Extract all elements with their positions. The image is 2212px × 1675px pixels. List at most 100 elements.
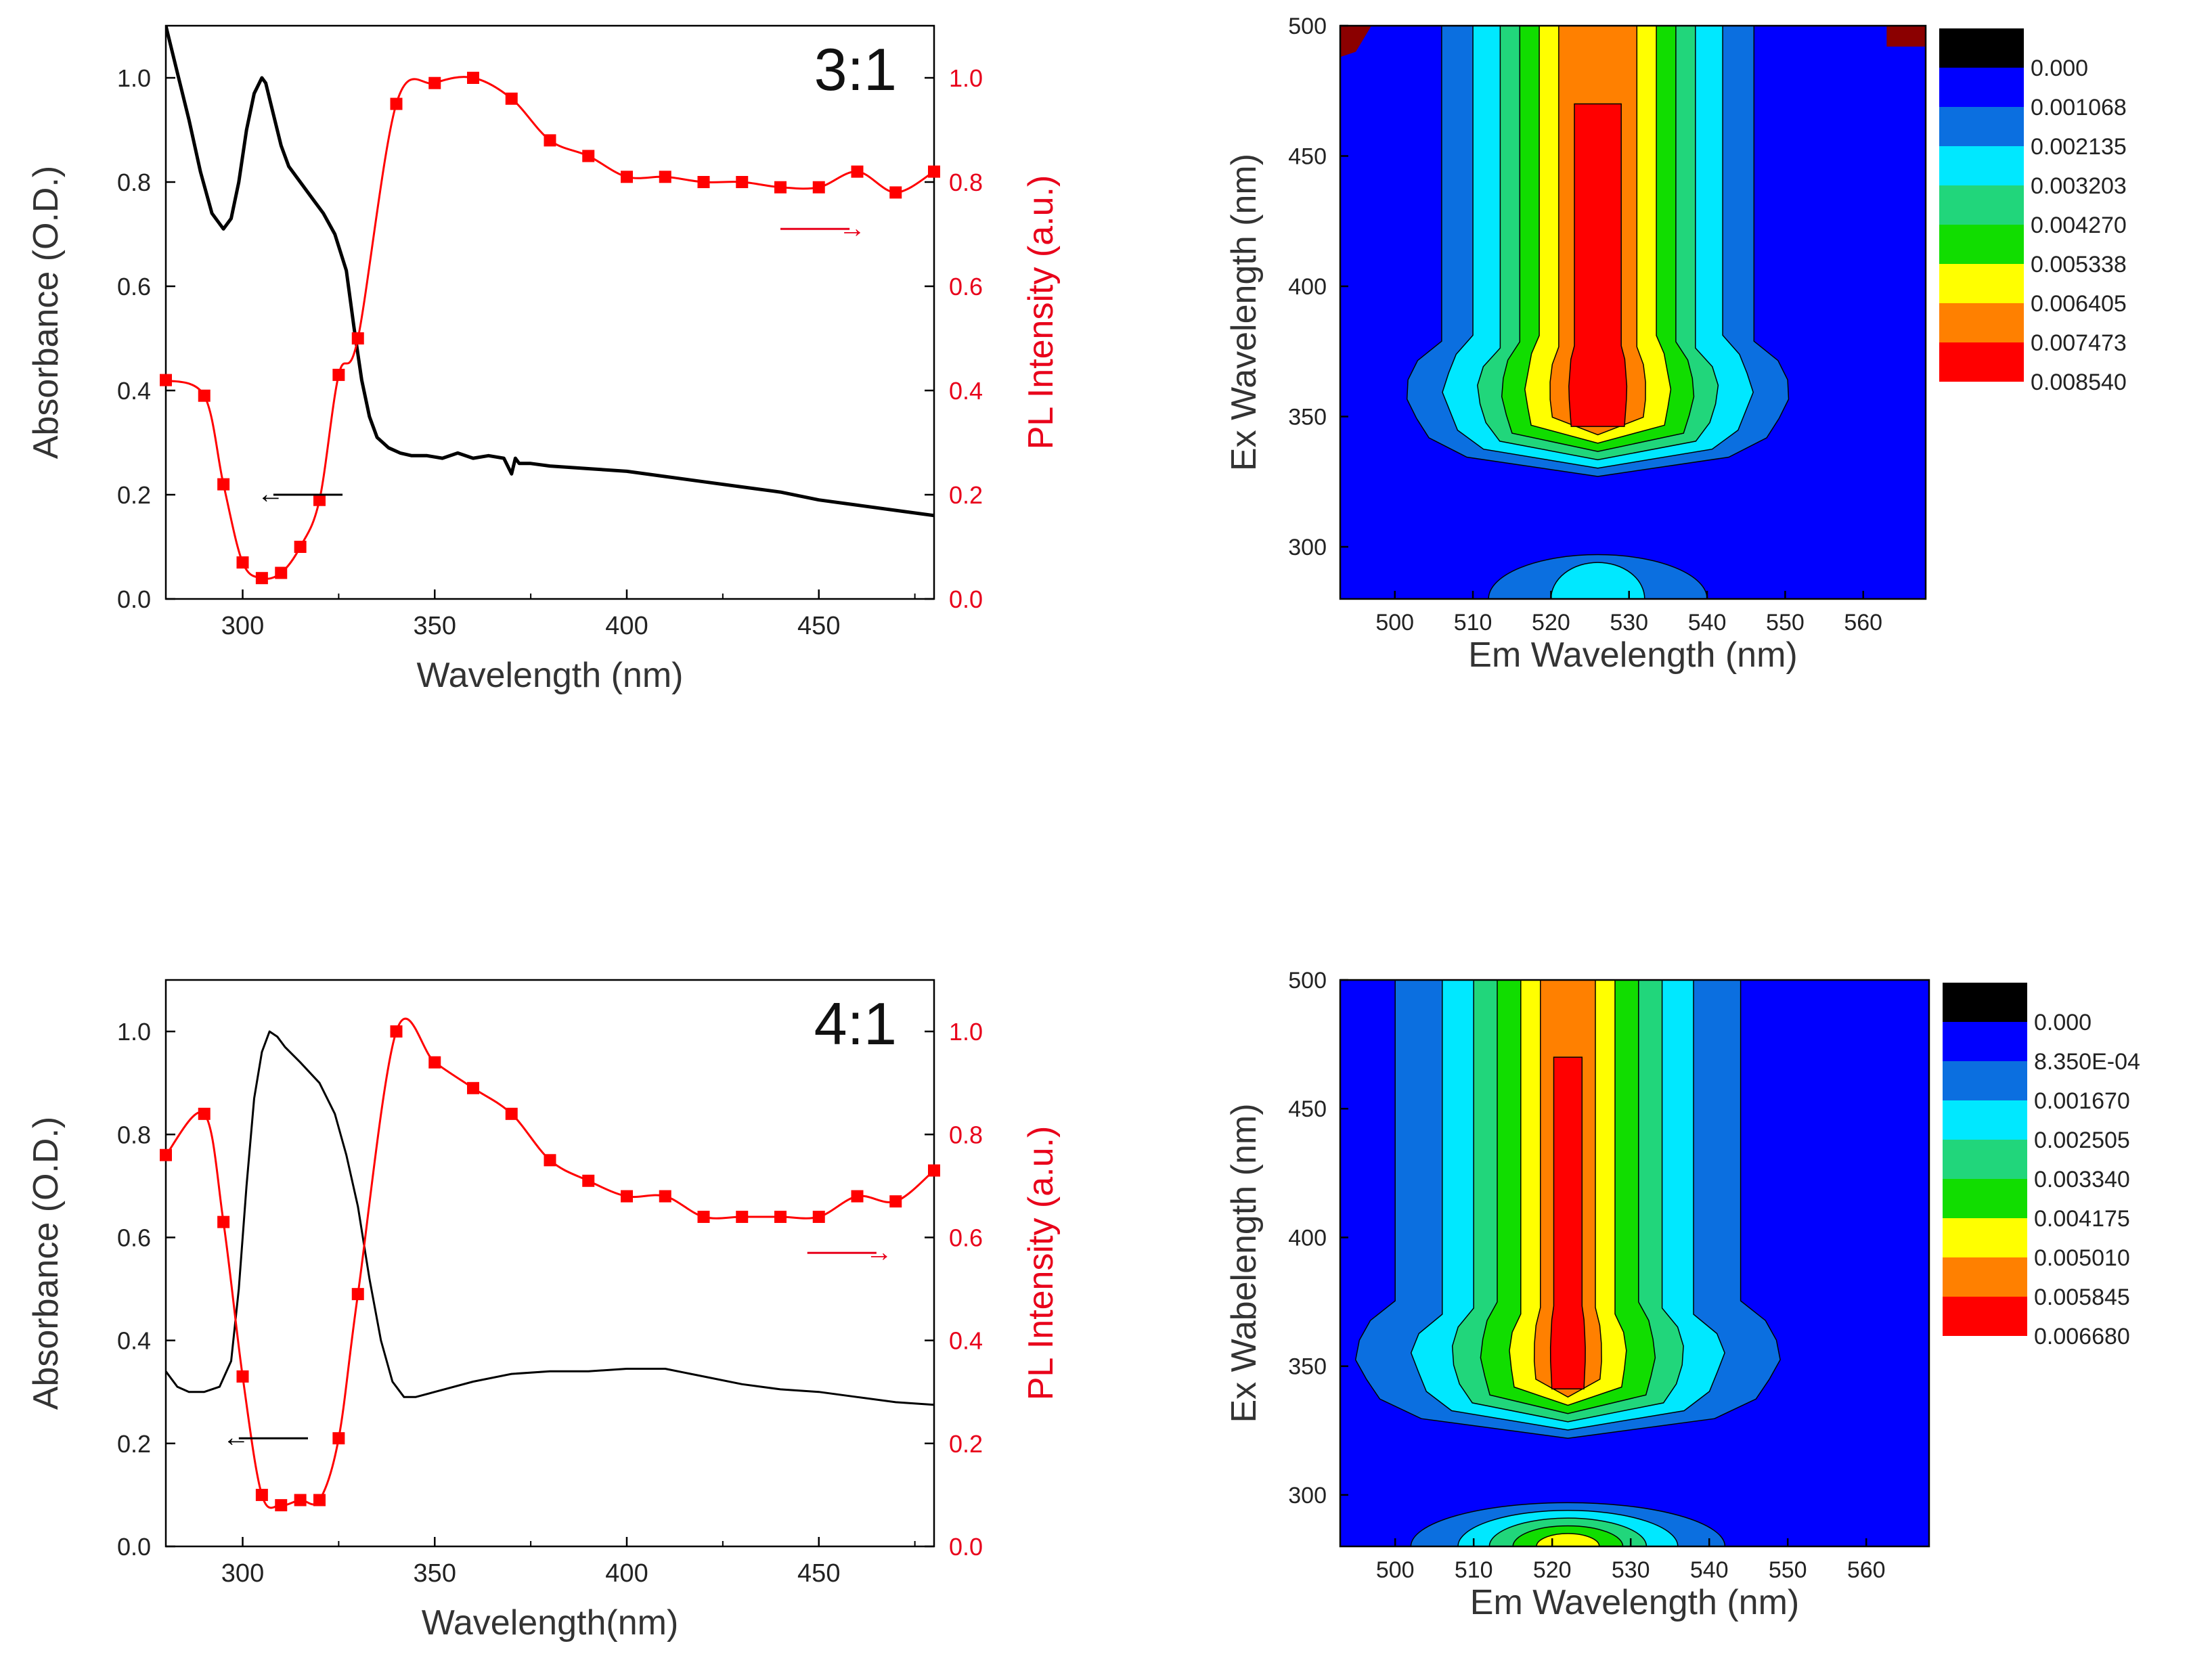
plot-frame [1339, 979, 1930, 1548]
y2-tick-label: 0.0 [949, 585, 983, 613]
pl-data-point [313, 493, 326, 506]
x-tick-label: 450 [797, 1559, 840, 1588]
pl-data-point [505, 1107, 518, 1120]
pl-data-point [390, 97, 403, 110]
pl-data-point [217, 478, 230, 491]
pl-data-point [889, 1195, 902, 1208]
legend-level-label: 0.001670 [2034, 1088, 2130, 1114]
y-axis-label: Absorbance (O.D.) [26, 166, 66, 460]
pl-data-point [736, 176, 749, 188]
pl-data-point [544, 134, 556, 147]
y-axis-label: Absorbance (O.D.) [26, 1117, 66, 1410]
pl-data-point [390, 1025, 403, 1038]
pl-data-point [774, 181, 787, 194]
pl-data-point [621, 1190, 633, 1203]
y-tick-label: 450 [1288, 144, 1327, 170]
pl-data-point [275, 1499, 288, 1512]
chart-absorbance-pl-4to1: 300 350 400 450 0.0 0.2 0.4 0.6 0.8 1.0 0.0 0.2 0.4 0… [26, 979, 1061, 1643]
y-tick-label: 0.0 [117, 585, 151, 613]
pl-data-point [198, 1107, 211, 1120]
pl-data-point [928, 1164, 940, 1177]
x-tick-label: 530 [1610, 610, 1648, 635]
legend-level-label: 8.350E-04 [2034, 1049, 2140, 1075]
axis-arrow-right-head: → [866, 1237, 893, 1267]
legend-swatch [1943, 1022, 2027, 1061]
legend-level-label: 0.000 [2031, 55, 2088, 81]
y2-tick-label: 0.2 [949, 481, 983, 509]
x-tick-label: 300 [221, 1559, 264, 1588]
legend-swatch [1943, 983, 2027, 1022]
y-tick-label: 1.0 [117, 1018, 151, 1046]
y2-tick-label: 0.0 [949, 1533, 983, 1561]
legend-level-label: 0.007473 [2031, 330, 2127, 356]
axis-arrow-left-head: ← [257, 479, 284, 509]
pl-data-point [697, 1211, 710, 1224]
legend-level-label: 0.004175 [2034, 1206, 2130, 1232]
pl-data-point [294, 1494, 307, 1506]
series-pl-line [166, 1017, 934, 1509]
legend-level-label: 0.005845 [2034, 1285, 2130, 1310]
legend-level-label: 0.000 [2034, 1010, 2092, 1035]
x-tick-label: 560 [1844, 610, 1882, 635]
y-tick-label: 0.8 [117, 169, 151, 196]
corner-patch [1886, 26, 1926, 47]
plot-frame [164, 979, 935, 1548]
y-tick-label: 500 [1288, 14, 1327, 39]
x-tick-label: 450 [797, 612, 840, 640]
y-tick-label: 300 [1288, 1483, 1327, 1509]
legend-swatch [1943, 1218, 2027, 1257]
y2-tick-label: 0.8 [949, 169, 983, 196]
y-tick-label: 400 [1288, 1225, 1327, 1251]
legend-swatch [1943, 1061, 2027, 1100]
x-tick-label: 350 [414, 1559, 456, 1588]
y-tick-label: 350 [1288, 1354, 1327, 1380]
pl-data-point [621, 171, 633, 183]
pl-data-point [812, 1211, 825, 1224]
x-tick-label: 500 [1376, 1557, 1415, 1583]
pl-data-point [160, 1148, 172, 1161]
y-tick-label: 300 [1288, 535, 1327, 560]
contour-legend: 0.000 0.001068 0.002135 0.003203 0.004270 0.0… [1939, 28, 2127, 395]
legend-swatch [1943, 1179, 2027, 1218]
x-tick-label: 300 [221, 612, 264, 640]
x-tick-label: 520 [1532, 610, 1570, 635]
x-axis-label: Em Wavelength (nm) [1470, 1583, 1799, 1622]
pl-data-point [697, 176, 710, 188]
series-absorbance-line [166, 26, 934, 518]
pl-data-point [851, 165, 864, 178]
pl-data-point [774, 1211, 787, 1224]
pl-data-point [851, 1190, 864, 1203]
pl-data-point [294, 541, 307, 553]
y-tick-label: 450 [1288, 1096, 1327, 1122]
pl-data-point [351, 332, 364, 344]
y2-tick-label: 1.0 [949, 64, 983, 92]
chart-contour-3to1: 500 510 520 530 540 550 560 300 350 400 450 500 Em W… [1224, 14, 2127, 675]
y-tick-label: 0.2 [117, 1430, 151, 1458]
pl-data-point [812, 181, 825, 194]
y-tick-label: 350 [1288, 405, 1327, 430]
legend-swatch [1939, 264, 2024, 303]
y2-tick-label: 0.8 [949, 1121, 983, 1148]
pl-data-point [236, 556, 249, 569]
pl-data-point [255, 572, 268, 585]
pl-data-point [332, 1432, 345, 1445]
x-axis-label: Wavelength (nm) [417, 656, 684, 695]
y-tick-label: 0.6 [117, 273, 151, 300]
legend-level-label: 0.004270 [2031, 213, 2127, 238]
panel-label: 4:1 [814, 990, 897, 1057]
x-tick-label: 510 [1455, 1557, 1493, 1583]
y2-axis-label: PL Intensity (a.u.) [1021, 175, 1061, 450]
x-tick-label: 530 [1612, 1557, 1650, 1583]
y-tick-label: 0.0 [117, 1533, 151, 1561]
y2-tick-label: 0.6 [949, 273, 983, 300]
pl-data-point [275, 566, 288, 579]
pl-data-point [659, 171, 671, 183]
legend-level-label: 0.008540 [2031, 370, 2127, 395]
x-tick-label: 550 [1766, 610, 1805, 635]
y2-tick-label: 0.6 [949, 1224, 983, 1251]
pl-data-point [428, 1056, 441, 1069]
y-tick-label: 0.8 [117, 1121, 151, 1148]
legend-swatch [1939, 225, 2024, 264]
pl-data-point [255, 1488, 268, 1501]
